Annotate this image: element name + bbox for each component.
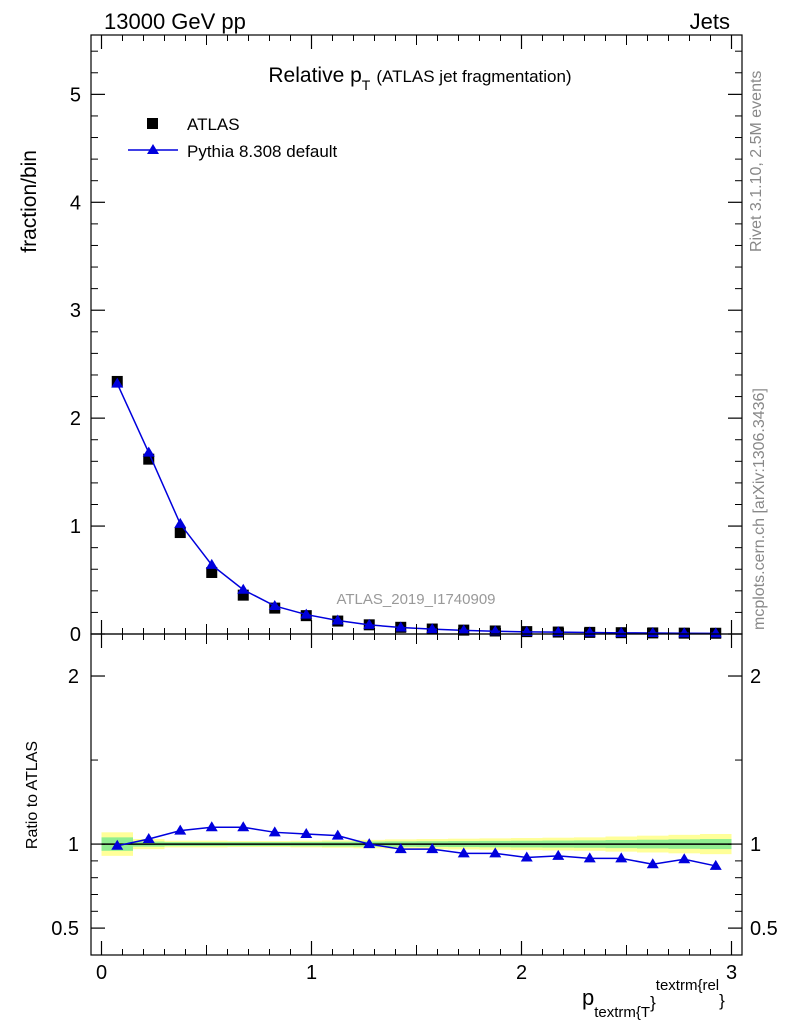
legend-pythia-label: Pythia 8.308 default bbox=[187, 142, 338, 161]
atlas-point bbox=[143, 453, 155, 465]
legend-pythia-marker bbox=[147, 144, 159, 154]
xlabel-close: } bbox=[650, 993, 656, 1012]
main-ytick-label: 2 bbox=[70, 408, 81, 430]
ratio-marks bbox=[111, 821, 722, 870]
main-ytick-label: 1 bbox=[70, 516, 81, 538]
pythia-point bbox=[457, 624, 470, 635]
ratio-pythia-point bbox=[300, 827, 313, 838]
pythia-point bbox=[426, 623, 439, 634]
ratio-bands bbox=[101, 832, 732, 856]
main-title-subscript: T bbox=[362, 77, 371, 93]
atlas-point bbox=[174, 527, 186, 539]
ratio-pythia-point bbox=[174, 824, 187, 835]
main-ytick-label: 3 bbox=[70, 300, 81, 322]
ratio-pythia-point bbox=[268, 826, 281, 837]
ratio-pythia-point bbox=[520, 851, 533, 862]
ratio-panel: 0.5 0.5 1 1 2 2 0 1 2 3 Ratio to ATLAS ptextrm{T}… bbox=[24, 633, 778, 1021]
xlabel-sub: textrm{T bbox=[594, 1004, 650, 1021]
pythia-point bbox=[174, 517, 187, 528]
ratio-axes: 0.5 0.5 1 1 2 2 0 1 2 3 bbox=[51, 634, 778, 984]
pythia-point bbox=[268, 599, 281, 610]
mcplots-label: mcplots.cern.ch [arXiv:1306.3436] bbox=[751, 388, 768, 630]
ratio-pythia-point bbox=[237, 821, 250, 832]
watermark: ATLAS_2019_I1740909 bbox=[336, 591, 495, 608]
pythia-point bbox=[489, 625, 502, 636]
pythia-point bbox=[205, 558, 218, 569]
main-panel: 0 1 2 3 4 5 Relative pT (ATLAS jet fragmentati… bbox=[18, 34, 743, 646]
pythia-point bbox=[520, 625, 533, 636]
header-right: Jets bbox=[690, 9, 730, 34]
atlas-point bbox=[206, 566, 218, 578]
ratio-pythia-point bbox=[489, 847, 502, 858]
pythia-point bbox=[709, 627, 722, 638]
ratio-pythia-point bbox=[583, 852, 596, 863]
ratio-ytick-label-right: 2 bbox=[750, 666, 761, 688]
ratio-pythia-line bbox=[117, 826, 716, 867]
ratio-pythia-point bbox=[394, 843, 407, 854]
pythia-point bbox=[394, 621, 407, 632]
ratio-pythia-point bbox=[426, 843, 439, 854]
pythia-point bbox=[300, 608, 313, 619]
ratio-pythia-point bbox=[678, 853, 691, 864]
main-title-suffix: (ATLAS jet fragmentation) bbox=[376, 67, 571, 86]
main-axes: 0 1 2 3 4 5 bbox=[70, 35, 742, 646]
xlabel-sup: textrm{rel bbox=[656, 977, 719, 994]
ratio-ylabel: Ratio to ATLAS bbox=[24, 741, 41, 849]
main-ylabel: fraction/bin bbox=[18, 150, 41, 253]
ratio-pythia-point bbox=[331, 829, 344, 840]
ratio-pythia-point bbox=[205, 821, 218, 832]
pythia-point bbox=[111, 377, 124, 388]
ratio-xtick-label: 0 bbox=[96, 962, 107, 984]
legend-atlas-marker bbox=[147, 118, 158, 129]
ratio-xlabel: ptextrm{T}textrm{rel} bbox=[582, 977, 725, 1021]
header-left: 13000 GeV pp bbox=[104, 9, 246, 34]
main-ytick-label: 0 bbox=[70, 624, 81, 646]
pythia-point bbox=[237, 583, 250, 594]
ratio-ytick-label: 2 bbox=[68, 666, 79, 688]
ratio-ytick-label: 0.5 bbox=[51, 918, 79, 940]
xlabel-close2: } bbox=[719, 991, 725, 1010]
ratio-pythia-point bbox=[646, 858, 659, 869]
rivet-label: Rivet 3.1.10, 2.5M events bbox=[748, 71, 765, 252]
atlas-point bbox=[237, 589, 249, 601]
pythia-point bbox=[331, 614, 344, 625]
ratio-pythia-point bbox=[615, 852, 628, 863]
ratio-xtick-label: 2 bbox=[516, 962, 527, 984]
legend-atlas-label: ATLAS bbox=[187, 115, 240, 134]
ratio-ytick-label: 1 bbox=[68, 834, 79, 856]
pythia-point bbox=[363, 618, 376, 629]
ratio-xtick-label: 3 bbox=[726, 962, 737, 984]
pythia-point bbox=[142, 446, 155, 457]
main-title: Relative pT (ATLAS jet fragmentation) bbox=[268, 64, 571, 93]
ratio-pythia-point bbox=[709, 859, 722, 870]
main-title-text: Relative p bbox=[268, 64, 361, 87]
ratio-pythia-point bbox=[457, 847, 470, 858]
main-ytick-label: 4 bbox=[70, 192, 81, 214]
main-ytick-label: 5 bbox=[70, 84, 81, 106]
legend: ATLAS Pythia 8.308 default bbox=[128, 115, 338, 161]
ratio-pythia-point bbox=[111, 839, 124, 850]
ratio-frame bbox=[90, 633, 743, 956]
xlabel-main: p bbox=[582, 985, 594, 1010]
ratio-ytick-label-right: 0.5 bbox=[750, 918, 778, 940]
ratio-pythia-point bbox=[363, 838, 376, 849]
ratio-ytick-label-right: 1 bbox=[750, 834, 761, 856]
ratio-pythia-point bbox=[552, 849, 565, 860]
ratio-pythia-point bbox=[142, 833, 155, 844]
ratio-xtick-label: 1 bbox=[306, 962, 317, 984]
pythia-point bbox=[678, 627, 691, 638]
